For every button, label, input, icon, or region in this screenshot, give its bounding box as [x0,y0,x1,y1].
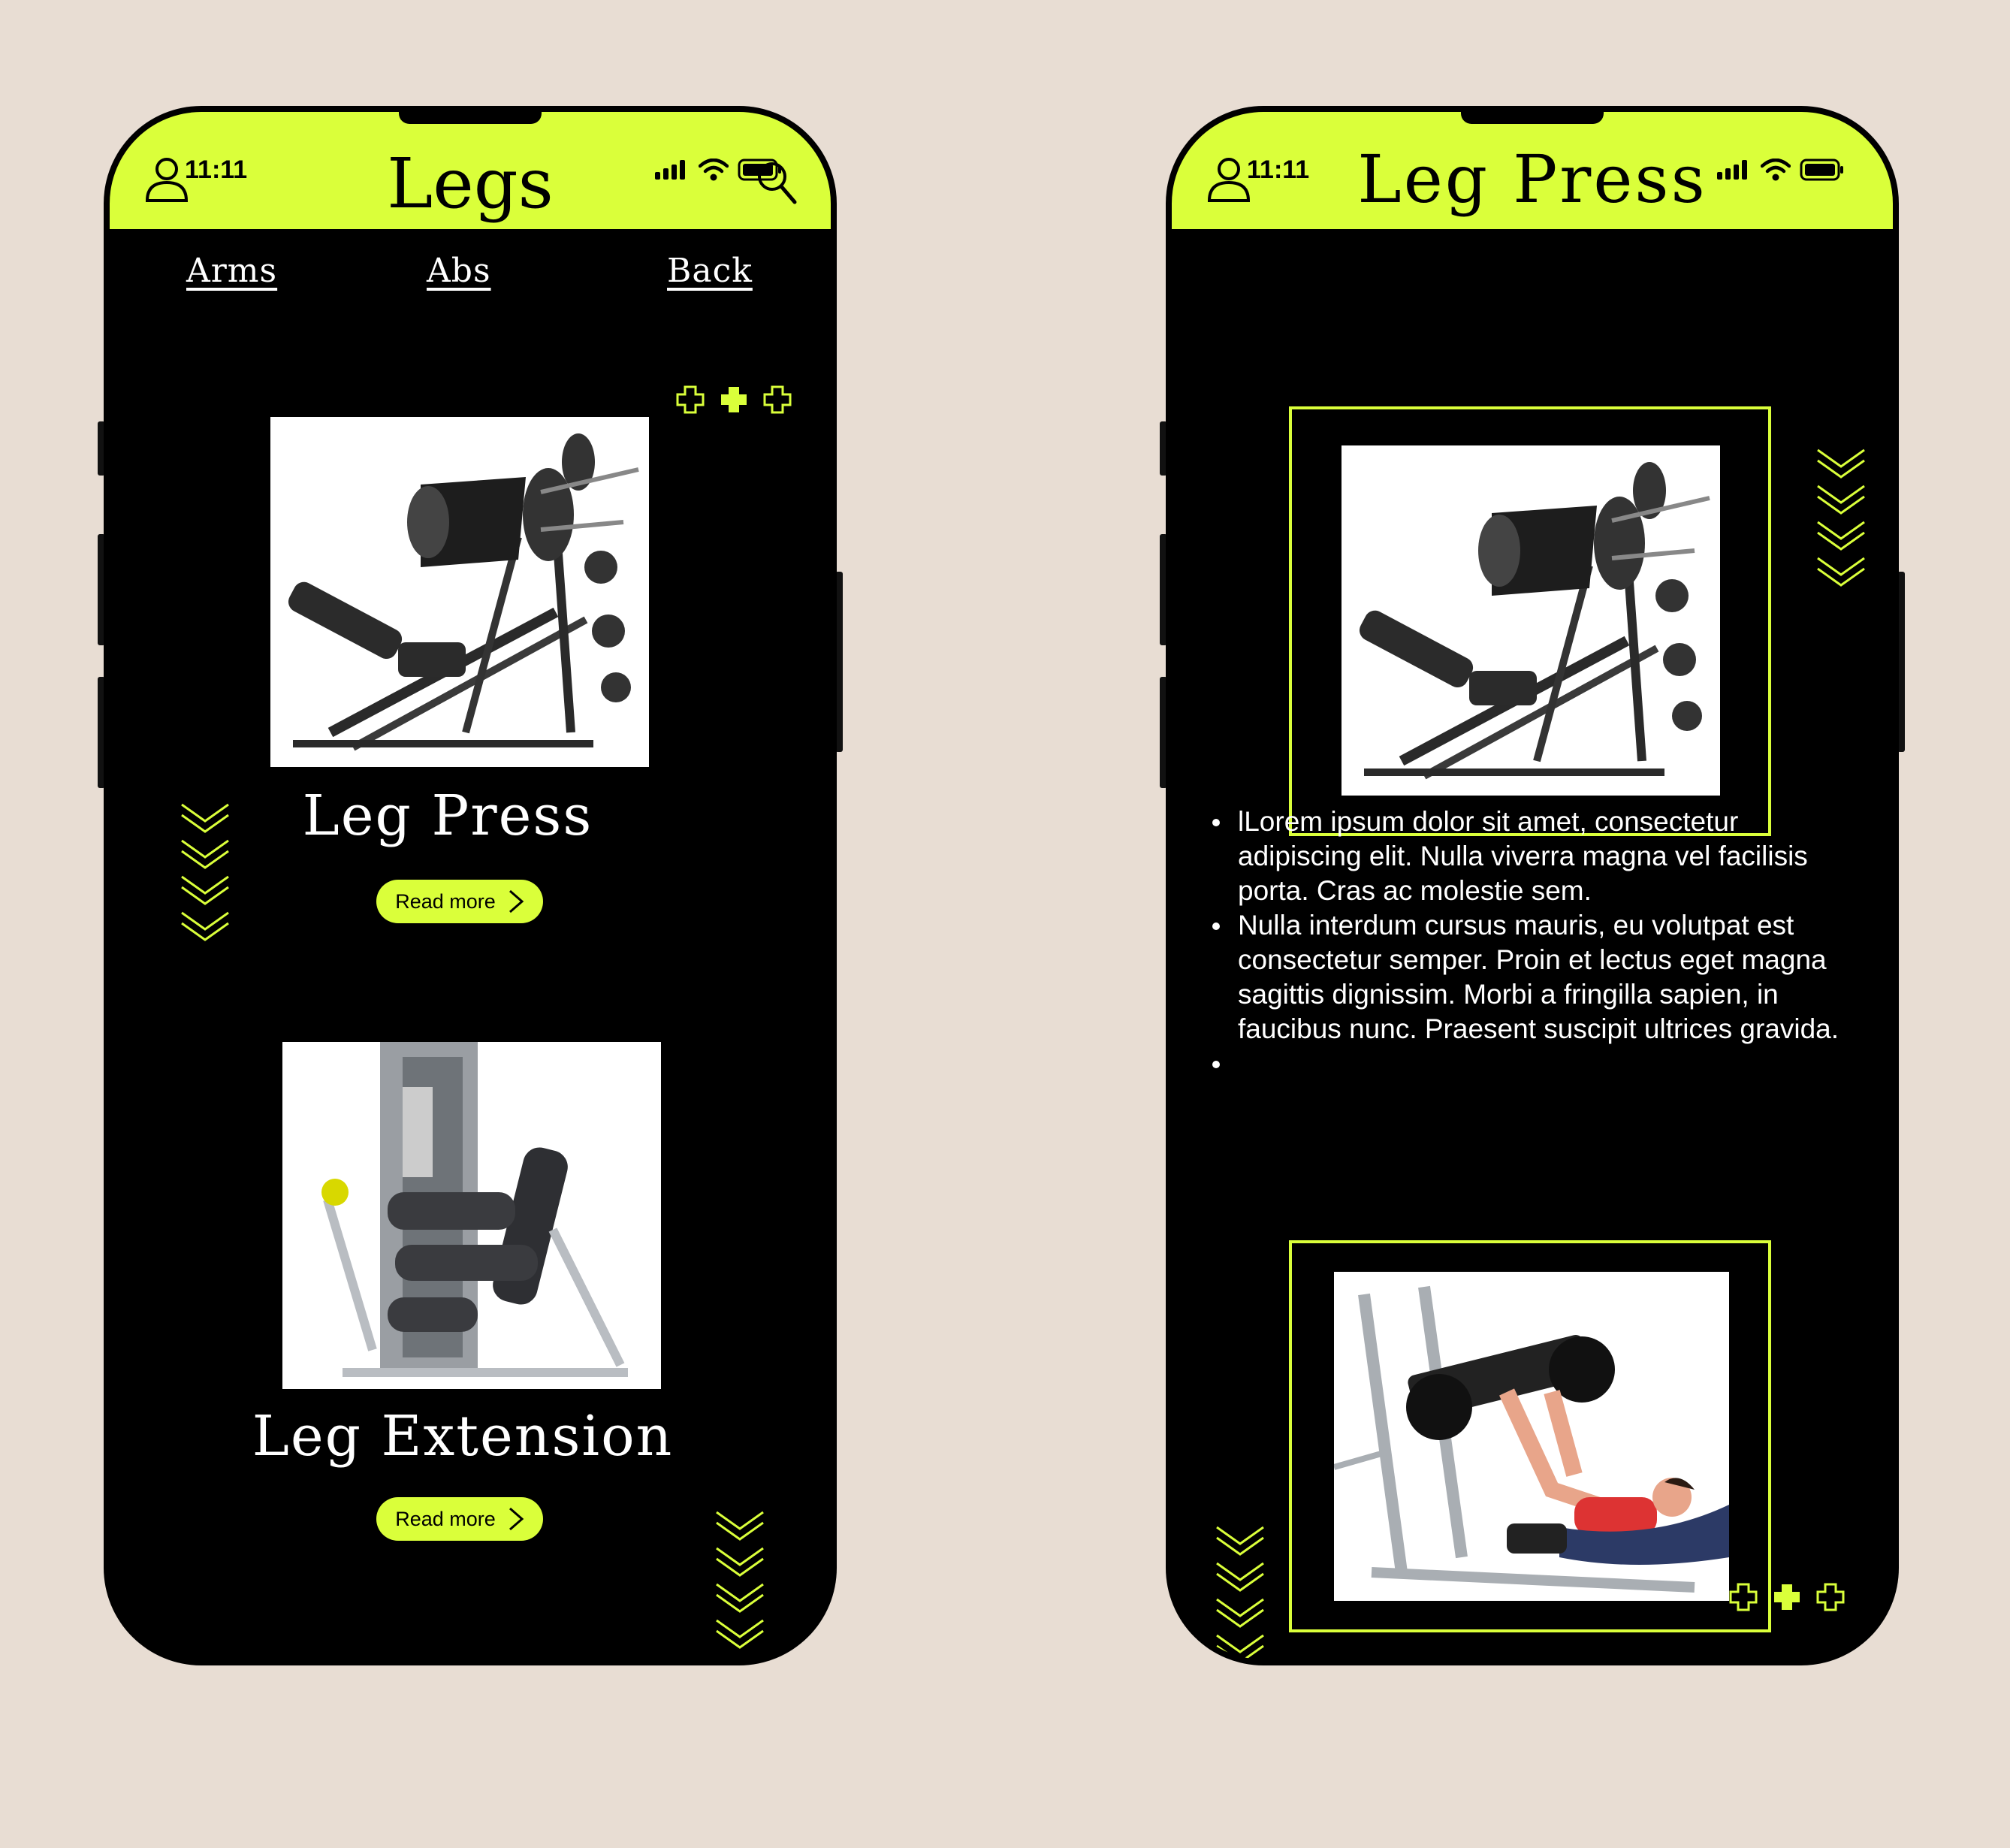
leg-press-machine-illustration [288,433,639,751]
app-header: 11:11 Leg Press [1172,112,1893,229]
leg-press-usage-image[interactable] [1334,1272,1729,1601]
leg-press-image[interactable] [270,417,649,767]
image-frame-top [1289,406,1771,836]
side-button [98,677,105,788]
app-header: 11:11 Legs [110,112,831,229]
leg-extension-image[interactable] [282,1042,661,1389]
wifi-icon [699,159,729,181]
exercise-description: lLorem ipsum dolor sit amet, consectetur… [1208,805,1869,1081]
leg-press-detail-image[interactable] [1342,445,1720,796]
page-title: Legs [387,143,554,224]
description-bullet: Nulla interdum cursus mauris, eu volutpa… [1208,908,1869,1046]
description-bullet: lLorem ipsum dolor sit amet, consectetur… [1208,805,1869,908]
person-using-leg-press-illustration [1334,1285,1729,1593]
battery-icon [1800,159,1843,181]
read-more-label: Read more [395,889,496,913]
phone-body: 11:11 Leg Press [1166,106,1899,1665]
screen: 11:11 Leg Press [1172,112,1893,1659]
side-button [1160,677,1167,788]
image-frame-bottom [1289,1240,1771,1632]
chevrons-down-icon [716,1511,764,1649]
description-bullet [1208,1046,1869,1081]
chevrons-down-icon [1216,1526,1264,1659]
nav-link-arms[interactable]: Arms [186,252,278,290]
chevrons-down-icon [1817,448,1865,587]
description-list: lLorem ipsum dolor sit amet, consectetur… [1208,805,1869,1081]
wifi-icon [1761,159,1791,181]
nav-link-back[interactable]: Back [667,252,753,290]
power-button [1897,572,1905,752]
chevrons-down-icon [181,803,229,941]
category-nav: Arms Abs Back [110,252,831,304]
user-icon[interactable] [144,156,194,204]
plus-icon [1729,1583,1845,1611]
user-icon[interactable] [1206,156,1256,204]
phone-right: 11:11 Leg Press [1160,106,1905,1665]
side-button [98,421,105,476]
notch [1461,112,1604,124]
phone-left: 11:11 Legs [98,106,843,1665]
power-button [835,572,843,752]
screen: 11:11 Legs [110,112,831,1659]
status-time: 11:11 [1247,156,1310,184]
search-icon[interactable] [756,160,798,205]
chevron-right-icon [509,1507,524,1531]
read-more-button-leg-extension[interactable]: Read more [376,1497,543,1541]
leg-extension-machine-illustration [321,1042,628,1377]
page-title: Leg Press [1357,140,1707,218]
product-title-leg-extension: Leg Extension [252,1404,674,1469]
read-more-button-leg-press[interactable]: Read more [376,880,543,923]
chevron-right-icon [509,889,524,913]
side-button [98,534,105,645]
status-icons [1717,159,1845,181]
signal-icon [1717,160,1747,180]
side-button [1160,534,1167,645]
product-title-leg-press: Leg Press [302,784,593,848]
plus-icon [676,385,792,414]
side-button [1160,421,1167,476]
phone-body: 11:11 Legs [104,106,837,1665]
nav-link-abs[interactable]: Abs [427,252,491,290]
notch [399,112,542,124]
read-more-label: Read more [395,1507,496,1530]
signal-icon [655,160,685,180]
status-icons [655,159,783,181]
status-time: 11:11 [185,156,248,184]
leg-press-machine-illustration [1359,462,1710,780]
